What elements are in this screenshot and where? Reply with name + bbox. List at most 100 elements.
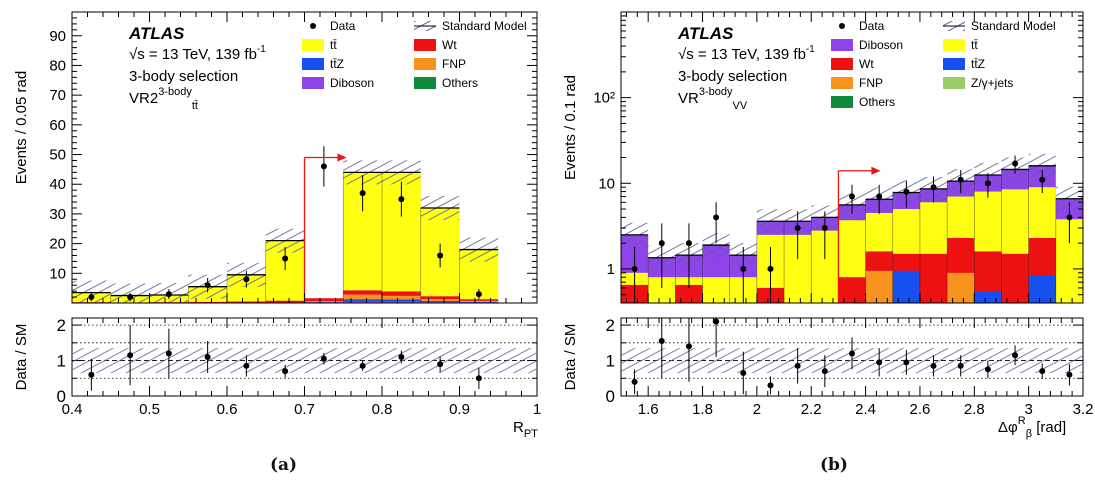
y-tick-label: 1 — [607, 261, 615, 278]
ratio-point-10 — [903, 359, 910, 366]
legend-swatch-data — [839, 23, 845, 29]
legend-label-a-3: Diboson — [330, 76, 374, 90]
bar-wt-8 — [838, 277, 866, 303]
ratio-tick-label: 1 — [57, 352, 66, 371]
ratio-point-7 — [821, 368, 828, 375]
legend-label-a-1: tt̄ — [330, 38, 337, 52]
data-point-0 — [88, 294, 95, 301]
data-points — [631, 155, 1073, 303]
ratio-point-8 — [849, 350, 855, 357]
bar-fnp-12 — [947, 272, 975, 303]
data-point-2 — [685, 240, 692, 247]
ratio-point-3 — [204, 354, 211, 360]
panel-b: 1 10 10² 0 1 2 1.6 1.8 2 2.2 2.4 2.6 2.8 3 3.2 Events /… — [562, 11, 1093, 440]
ratio-point-10 — [475, 375, 482, 382]
y-tick-label: 80 — [49, 57, 66, 74]
ratio-tick-label: 2 — [606, 316, 615, 335]
data-point-6 — [794, 225, 801, 232]
energy-lumi-label: √s = 13 TeV, 139 fb-1 — [678, 44, 815, 63]
legend-swatch-b-2 — [943, 58, 965, 70]
legend-label-b-2: FNP — [442, 57, 466, 71]
x-tick-label: 1.8 — [692, 401, 713, 418]
y-tick-label: 30 — [49, 206, 66, 223]
ratio-point-5 — [282, 368, 289, 375]
data-point-8 — [849, 193, 855, 200]
bar-fnp-8 — [382, 295, 421, 300]
bar-fnp-7 — [343, 294, 382, 300]
data-point-16 — [1066, 214, 1073, 221]
data-point-5 — [282, 255, 289, 262]
legend-swatch-a-4 — [831, 96, 853, 108]
bar-wt-14 — [1001, 253, 1029, 303]
data-point-2 — [165, 291, 172, 298]
bar-fnp-6 — [304, 301, 344, 303]
ratio-tick-label: 2 — [57, 316, 66, 335]
ratio-point-0 — [88, 371, 95, 378]
legend-swatch-b-2 — [414, 58, 436, 70]
sm-uncertainty-0 — [72, 280, 111, 303]
region-label: VR3-bodyVV — [678, 86, 748, 112]
ratio-point-4 — [243, 362, 250, 369]
ratio-point-3 — [713, 318, 720, 325]
ratio-point-6 — [320, 355, 327, 362]
legend-swatch-a-3 — [831, 77, 853, 89]
bar-ttz-13 — [974, 291, 1002, 303]
bar-ttz-10 — [892, 270, 920, 303]
data-point-15 — [1039, 176, 1046, 183]
legend-swatch-b-3 — [943, 77, 965, 89]
ratio-point-14 — [1012, 352, 1019, 359]
x-tick-label: 2 — [753, 401, 761, 418]
ratio-point-9 — [876, 359, 883, 366]
x-tick-label: 2.2 — [801, 401, 822, 418]
energy-lumi-label: √s = 13 TeV, 139 fb-1 — [129, 44, 266, 63]
experiment-label: ATLAS — [128, 24, 185, 43]
ratio-point-0 — [631, 378, 638, 385]
ratio-point-13 — [984, 366, 991, 373]
ratio-point-6 — [794, 362, 801, 369]
cut-arrow-head — [871, 166, 881, 175]
bar-ttz-15 — [1028, 274, 1056, 303]
region-label: VR23-bodytt̄ — [129, 86, 198, 112]
ratio-point-12 — [957, 362, 964, 369]
bar-wt-3 — [188, 301, 227, 303]
data-point-10 — [903, 188, 910, 195]
ratio-points — [88, 325, 482, 391]
legend-swatch-a-2 — [302, 58, 324, 70]
x-tick-label: 0.4 — [62, 401, 83, 418]
ratio-points — [631, 318, 1073, 395]
data-point-1 — [127, 294, 134, 301]
data-point-14 — [1012, 160, 1019, 167]
legend-swatch-b-1 — [414, 39, 436, 51]
bar-diboson-7 — [343, 301, 382, 303]
y-tick-label: 70 — [49, 87, 66, 104]
data-point-4 — [740, 265, 747, 272]
ratio-point-16 — [1066, 371, 1073, 378]
legend-label-a-4: Others — [859, 95, 895, 109]
bar-wt-8 — [382, 291, 421, 296]
ratio-point-15 — [1039, 368, 1046, 375]
y-tick-label: 40 — [49, 176, 66, 193]
x-tick-label: 3 — [1024, 401, 1032, 418]
ratio-tick-label: 0 — [606, 387, 615, 406]
data-point-12 — [957, 176, 964, 183]
ratio-point-2 — [685, 343, 692, 350]
ratio-point-1 — [658, 338, 665, 345]
caption-a: (a) — [270, 455, 298, 475]
y-tick-label: 50 — [49, 147, 66, 164]
y-tick-label: 60 — [49, 117, 66, 134]
legend-swatch-a-1 — [302, 39, 324, 51]
bar-wt-6 — [304, 298, 344, 302]
x-axis-label: RPT — [513, 419, 538, 440]
legend-swatch-a-3 — [302, 77, 324, 89]
legend-label-a-3: FNP — [859, 76, 883, 90]
x-tick-label: 0.9 — [449, 401, 470, 418]
x-tick-label: 1.6 — [638, 401, 659, 418]
x-axis-label: ΔφRβ [rad] — [998, 415, 1066, 440]
data-point-7 — [821, 225, 828, 232]
data-point-13 — [984, 180, 991, 187]
y-ticks: 1 10 10² — [593, 15, 1083, 304]
legend-label-b-0: Standard Model — [971, 19, 1056, 33]
legend-swatch-a-2 — [831, 58, 853, 70]
ratio-point-4 — [740, 369, 747, 376]
